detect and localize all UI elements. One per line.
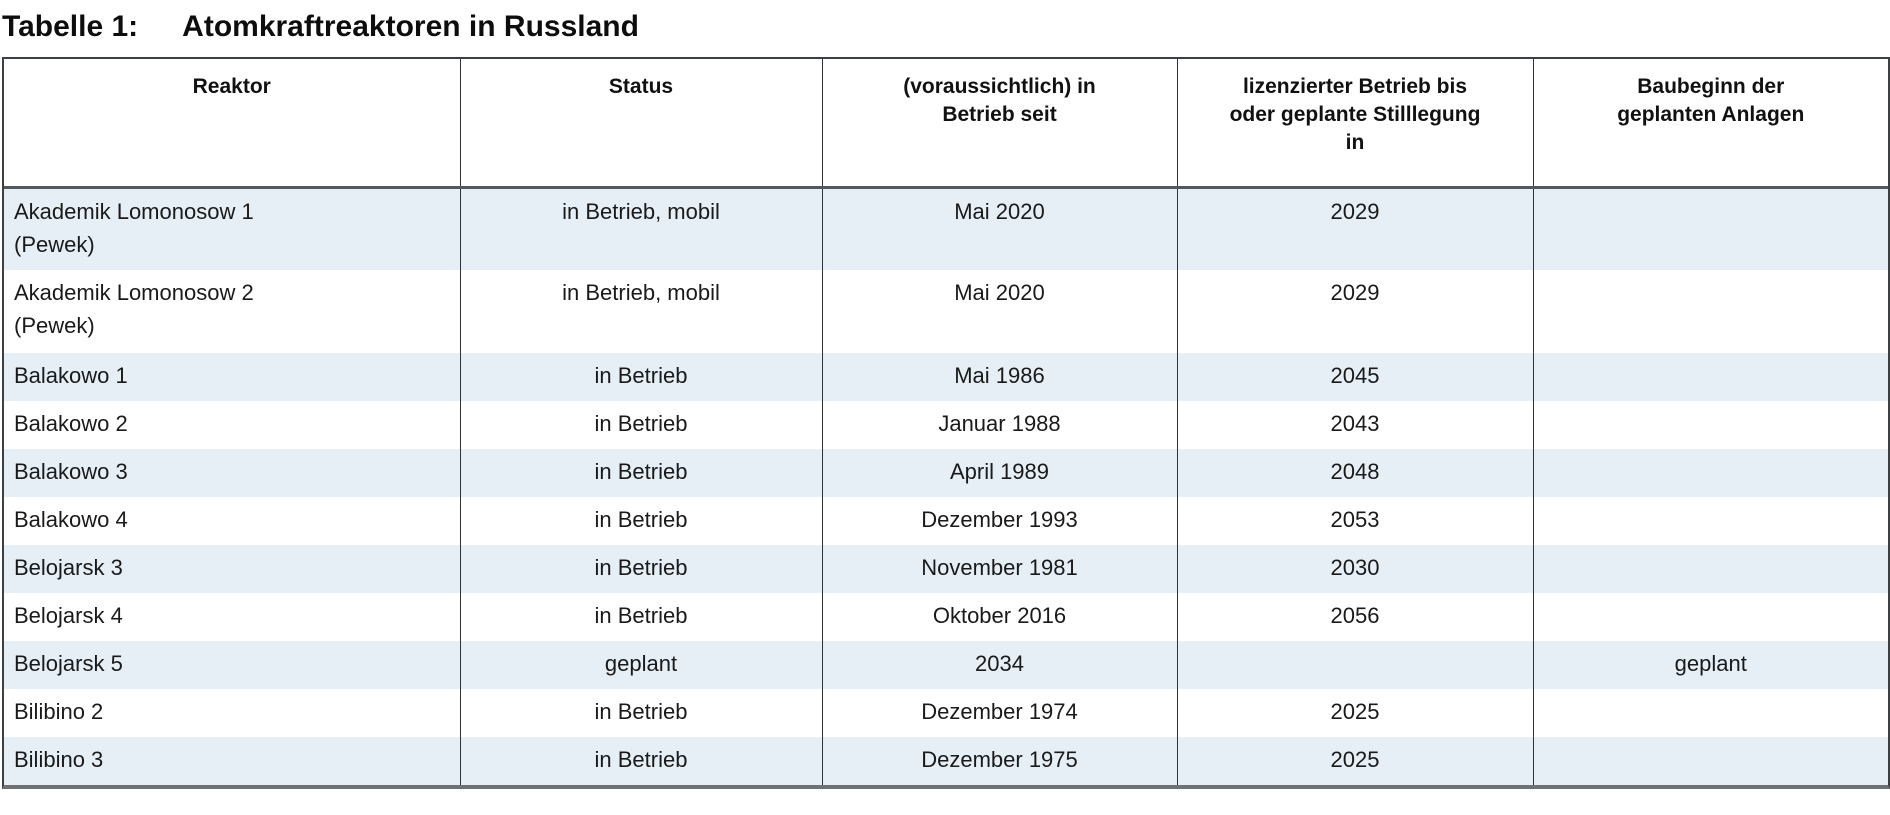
table-row: Bilibino 3 in Betrieb Dezember 1975 2025	[4, 737, 1888, 785]
cell-stilllegung: 2025	[1177, 689, 1534, 737]
reactor-table-container: Reaktor Status (voraussichtlich) in Betr…	[2, 57, 1890, 789]
cell-stilllegung: 2025	[1177, 737, 1534, 785]
table-row: Belojarsk 5 geplant 2034 geplant	[4, 641, 1888, 689]
cell-betrieb-seit: Dezember 1974	[822, 689, 1178, 737]
cell-reaktor: Belojarsk 4	[4, 593, 461, 641]
cell-betrieb-seit: Mai 1986	[822, 353, 1178, 401]
cell-baubeginn	[1533, 737, 1888, 785]
table-row: Bilibino 2 in Betrieb Dezember 1974 2025	[4, 689, 1888, 737]
cell-stilllegung: 2048	[1177, 449, 1534, 497]
table-row: Belojarsk 4 in Betrieb Oktober 2016 2056	[4, 593, 1888, 641]
cell-baubeginn	[1533, 187, 1888, 270]
cell-stilllegung: 2029	[1177, 187, 1534, 270]
cell-reaktor: Balakowo 3	[4, 449, 461, 497]
cell-reaktor: Bilibino 2	[4, 689, 461, 737]
cell-reaktor: Belojarsk 5	[4, 641, 461, 689]
table-row: Balakowo 3 in Betrieb April 1989 2048	[4, 449, 1888, 497]
cell-betrieb-seit: Mai 2020	[822, 187, 1178, 270]
cell-baubeginn	[1533, 401, 1888, 449]
cell-baubeginn	[1533, 545, 1888, 593]
table-row: Akademik Lomonosow 2 (Pewek) in Betrieb,…	[4, 270, 1888, 353]
cell-stilllegung: 2045	[1177, 353, 1534, 401]
cell-baubeginn	[1533, 449, 1888, 497]
cell-status: in Betrieb, mobil	[460, 270, 823, 353]
cell-status: in Betrieb	[460, 449, 823, 497]
cell-betrieb-seit: April 1989	[822, 449, 1178, 497]
cell-betrieb-seit: November 1981	[822, 545, 1178, 593]
cell-betrieb-seit: Dezember 1975	[822, 737, 1178, 785]
cell-stilllegung: 2056	[1177, 593, 1534, 641]
cell-baubeginn: geplant	[1674, 651, 1747, 676]
cell-reaktor: Balakowo 2	[4, 401, 461, 449]
table-row: Balakowo 4 in Betrieb Dezember 1993 2053	[4, 497, 1888, 545]
column-header-status: Status	[460, 59, 823, 187]
cell-baubeginn	[1533, 353, 1888, 401]
cell-status: in Betrieb	[460, 353, 823, 401]
cell-reaktor: Balakowo 1	[4, 353, 461, 401]
column-header-reaktor: Reaktor	[4, 59, 461, 187]
document-title: Tabelle 1: Atomkraftreaktoren in Russlan…	[2, 9, 1890, 45]
cell-status: in Betrieb	[460, 593, 823, 641]
cell-reaktor: Bilibino 3	[4, 737, 461, 785]
table-title-text: Atomkraftreaktoren in Russland	[182, 10, 639, 43]
cell-status: geplant	[460, 641, 823, 689]
cell-status: in Betrieb	[460, 497, 823, 545]
cell-betrieb-seit: Januar 1988	[822, 401, 1178, 449]
cell-betrieb-seit: Oktober 2016	[822, 593, 1178, 641]
cell-baubeginn	[1533, 593, 1888, 641]
cell-status: in Betrieb	[460, 737, 823, 785]
table-row: Balakowo 1 in Betrieb Mai 1986 2045	[4, 353, 1888, 401]
column-header-stilllegung: lizenzierter Betrieb bis oder geplante S…	[1177, 59, 1534, 187]
cell-betrieb-seit: 2034	[822, 641, 1178, 689]
cell-status: in Betrieb	[460, 689, 823, 737]
column-header-baubeginn: Baubeginn der geplanten Anlagen	[1617, 75, 1805, 126]
cell-status: in Betrieb, mobil	[460, 187, 823, 270]
cell-betrieb-seit: Dezember 1993	[822, 497, 1178, 545]
cell-baubeginn	[1533, 270, 1888, 353]
cell-betrieb-seit: Mai 2020	[822, 270, 1178, 353]
table-row: Belojarsk 3 in Betrieb November 1981 203…	[4, 545, 1888, 593]
cell-status: in Betrieb	[460, 401, 823, 449]
cell-stilllegung: 2030	[1177, 545, 1534, 593]
cell-reaktor: Balakowo 4	[4, 497, 461, 545]
cell-reaktor: Belojarsk 3	[4, 545, 461, 593]
cell-status: in Betrieb	[460, 545, 823, 593]
cell-stilllegung: 2029	[1177, 270, 1534, 353]
table-row: Akademik Lomonosow 1 (Pewek) in Betrieb,…	[4, 187, 1888, 270]
table-number-label: Tabelle 1:	[2, 10, 139, 43]
cell-reaktor: Akademik Lomonosow 2 (Pewek)	[4, 270, 461, 353]
cell-baubeginn	[1533, 689, 1888, 737]
table-row: Balakowo 2 in Betrieb Januar 1988 2043	[4, 401, 1888, 449]
reactor-table: Reaktor Status (voraussichtlich) in Betr…	[4, 59, 1888, 785]
header-row: Reaktor Status (voraussichtlich) in Betr…	[4, 59, 1888, 187]
column-header-betrieb-seit: (voraussichtlich) in Betrieb seit	[822, 59, 1178, 187]
cell-baubeginn	[1533, 497, 1888, 545]
cell-stilllegung: 2053	[1177, 497, 1534, 545]
cell-stilllegung	[1177, 641, 1534, 689]
cell-stilllegung: 2043	[1177, 401, 1534, 449]
cell-reaktor: Akademik Lomonosow 1 (Pewek)	[4, 187, 461, 270]
